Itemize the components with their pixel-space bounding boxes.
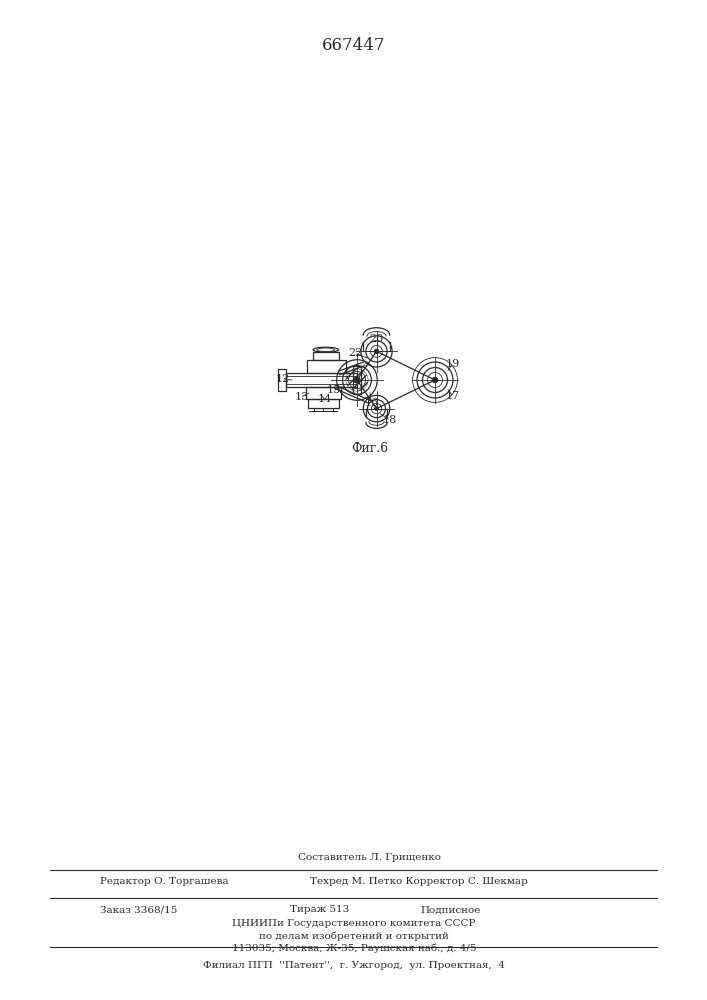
Text: Подписное: Подписное — [420, 906, 480, 914]
Circle shape — [432, 377, 438, 383]
Bar — [354, 366, 361, 394]
Text: 17: 17 — [445, 391, 460, 401]
Bar — [278, 369, 286, 391]
Text: Филиал ПГП  ''Патент'',  г. Ужгород,  ул. Проектная,  4: Филиал ПГП ''Патент'', г. Ужгород, ул. П… — [203, 960, 505, 970]
Circle shape — [374, 349, 379, 354]
Text: по делам изобретений и открытий: по делам изобретений и открытий — [259, 931, 449, 941]
Text: 15: 15 — [327, 385, 341, 395]
Text: 13: 13 — [294, 392, 308, 402]
Text: Тираж 513: Тираж 513 — [290, 906, 349, 914]
Text: 14: 14 — [318, 394, 332, 404]
Text: Фиг.6: Фиг.6 — [351, 442, 389, 455]
Text: Составитель Л. Грищенко: Составитель Л. Грищенко — [298, 852, 441, 861]
Text: Заказ 3368/15: Заказ 3368/15 — [100, 906, 177, 914]
Text: 113035, Москва, Ж-35, Раушская наб., д. 4/5: 113035, Москва, Ж-35, Раушская наб., д. … — [232, 943, 477, 953]
Text: 667447: 667447 — [322, 36, 386, 53]
Text: 18: 18 — [382, 415, 397, 425]
Bar — [308, 360, 346, 373]
Text: 12: 12 — [276, 374, 290, 384]
Text: 22: 22 — [349, 348, 363, 358]
Circle shape — [354, 377, 360, 383]
Bar — [313, 352, 339, 360]
Text: 16: 16 — [364, 398, 379, 408]
Circle shape — [375, 407, 378, 410]
Text: Редактор О. Торгашева: Редактор О. Торгашева — [100, 878, 228, 886]
Text: 19: 19 — [445, 359, 460, 369]
Bar — [286, 373, 357, 387]
Text: ЦНИИПи Государственного комитета СССР: ЦНИИПи Государственного комитета СССР — [233, 920, 476, 928]
Text: Техред М. Петко Корректор С. Шекмар: Техред М. Петко Корректор С. Шекмар — [310, 878, 528, 886]
Text: 20: 20 — [369, 334, 384, 344]
Bar — [308, 399, 339, 408]
Bar — [306, 387, 341, 399]
